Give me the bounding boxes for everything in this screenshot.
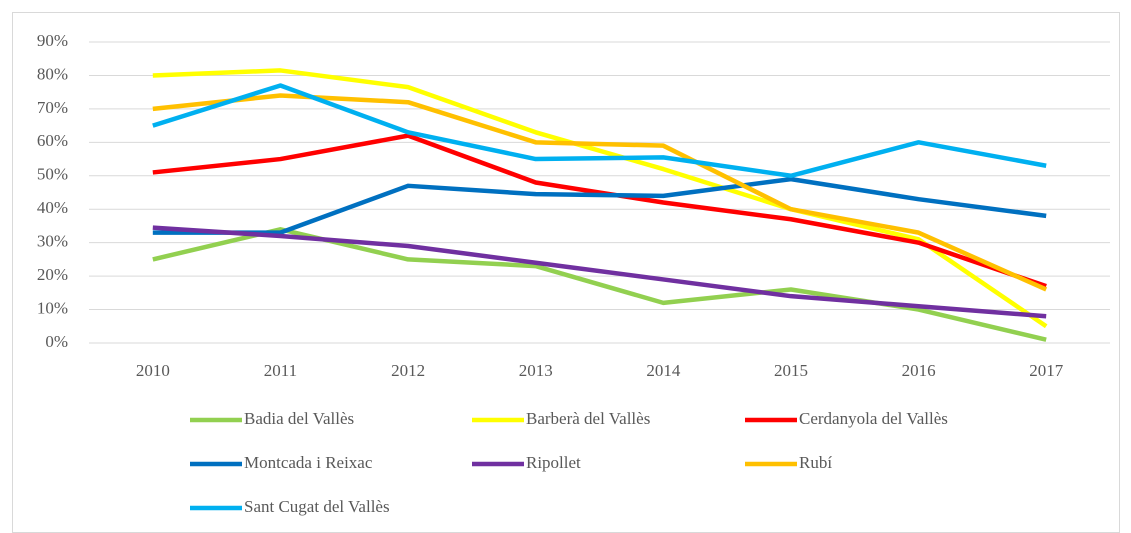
x-tick-label: 2012	[391, 361, 425, 380]
x-tick-label: 2013	[519, 361, 553, 380]
x-tick-label: 2015	[774, 361, 808, 380]
x-tick-label: 2016	[902, 361, 936, 380]
legend-label: Sant Cugat del Vallès	[244, 497, 390, 516]
legend-label: Ripollet	[526, 453, 581, 472]
line-series	[152, 133, 1047, 289]
legend-label: Rubí	[799, 453, 832, 472]
y-tick-label: 30%	[37, 232, 68, 251]
y-tick-label: 90%	[37, 31, 68, 50]
legend-label: Barberà del Vallès	[526, 409, 650, 428]
y-tick-label: 70%	[37, 98, 68, 117]
y-tick-label: 0%	[45, 332, 68, 351]
line-series	[152, 83, 1047, 179]
x-tick-label: 2011	[264, 361, 297, 380]
line-series	[152, 68, 1048, 329]
y-tick-label: 20%	[37, 265, 68, 284]
x-tick-label: 2014	[646, 361, 681, 380]
legend-label: Cerdanyola del Vallès	[799, 409, 948, 428]
x-tick-label: 2017	[1029, 361, 1064, 380]
x-tick-label: 2010	[136, 361, 170, 380]
y-tick-label: 10%	[37, 298, 68, 317]
line-series	[152, 176, 1047, 235]
y-tick-label: 60%	[37, 131, 68, 150]
legend-label: Badia del Vallès	[244, 409, 354, 428]
y-tick-label: 40%	[37, 198, 68, 217]
y-tick-label: 50%	[37, 165, 68, 184]
line-series	[152, 227, 1047, 342]
legend-label: Montcada i Reixac	[244, 453, 373, 472]
line-series	[152, 93, 1048, 292]
y-tick-label: 80%	[37, 64, 68, 83]
line-series	[152, 225, 1047, 319]
